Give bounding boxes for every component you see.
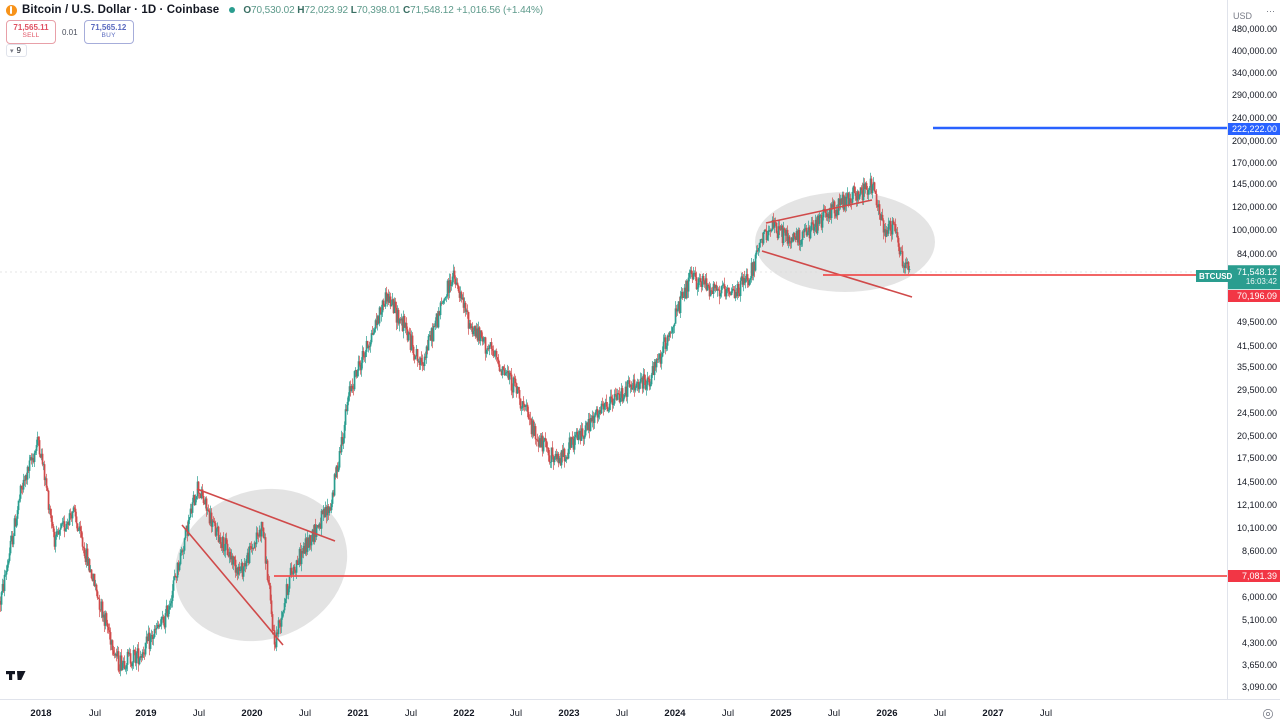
- time-tick-year: 2022: [453, 708, 475, 719]
- tradingview-logo: [6, 671, 26, 680]
- price-tick: 20,500.00: [1236, 431, 1277, 441]
- price-tick: 10,100.00: [1236, 523, 1277, 533]
- right-upper-trendline[interactable]: [765, 199, 873, 224]
- close-value: 71,548.12: [410, 4, 454, 16]
- sell-price: 71,565.11: [13, 23, 49, 33]
- bid-price-badge[interactable]: 70,196.09: [1228, 290, 1280, 302]
- chart-plot-area[interactable]: [0, 0, 1228, 700]
- time-tick-month: Jul: [615, 708, 629, 719]
- price-axis[interactable]: USD ⋯ 480,000.00 400,000.00 340,000.00 290,…: [1227, 0, 1280, 710]
- price-tick: 41,500.00: [1236, 341, 1277, 351]
- buy-button[interactable]: 71,565.12 BUY: [83, 20, 134, 44]
- price-tick: 170,000.00: [1231, 158, 1277, 168]
- chart-canvas: [0, 126, 1228, 680]
- price-tick: 84,000.00: [1236, 249, 1277, 259]
- price-tick: 120,000.00: [1231, 202, 1277, 212]
- time-tick-month: Jul: [192, 708, 206, 719]
- trade-panel: 71,565.11 SELL 0.01 71,565.12 BUY: [6, 20, 134, 44]
- left-lower-trendline[interactable]: [181, 524, 284, 646]
- time-tick-year: 2024: [664, 708, 686, 719]
- price-tick: 340,000.00: [1231, 68, 1277, 78]
- price-tick: 6,000.00: [1241, 592, 1277, 602]
- left-upper-trendline[interactable]: [196, 488, 336, 542]
- low-value: 70,398.01: [356, 4, 401, 16]
- price-tick: 240,000.00: [1231, 113, 1277, 123]
- price-tick: 3,090.00: [1241, 682, 1277, 692]
- time-tick-year: 2021: [347, 708, 369, 719]
- price-tick: 4,300.00: [1241, 638, 1277, 648]
- price-tick: 17,500.00: [1236, 453, 1277, 463]
- bitcoin-icon: [6, 4, 17, 16]
- price-tick: 100,000.00: [1231, 225, 1277, 235]
- price-tick: 145,000.00: [1231, 179, 1277, 189]
- ellipsis-icon[interactable]: ⋯: [1266, 6, 1275, 16]
- change-percent: (+1.44%): [502, 4, 544, 16]
- depth-value: 9: [16, 46, 21, 55]
- quantity-value[interactable]: 0.01: [62, 27, 78, 37]
- last-price-badge[interactable]: 71,548.12 16:03:42: [1228, 265, 1280, 289]
- time-tick-year: 2020: [241, 708, 263, 719]
- time-tick-month: Jul: [509, 708, 523, 719]
- time-tick-year: 2019: [135, 708, 157, 719]
- pattern-ellipse-left[interactable]: [152, 463, 371, 666]
- time-tick-month: Jul: [1039, 708, 1053, 719]
- chart-legend: Bitcoin / U.S. Dollar · 1D · Coinbase O7…: [6, 4, 543, 16]
- price-tick: 29,500.00: [1236, 385, 1277, 395]
- symbol-price-tag: BTCUSD: [1196, 270, 1236, 282]
- time-tick-month: Jul: [721, 708, 735, 719]
- price-tick: 49,500.00: [1236, 317, 1277, 327]
- time-tick-year: 2026: [876, 708, 898, 719]
- price-tick: 400,000.00: [1231, 46, 1277, 56]
- support-price-badge[interactable]: 7,081.39: [1228, 570, 1280, 582]
- time-axis[interactable]: 2018 Jul 2019 Jul 2020 Jul 2021 Jul 2022 Jul 2023 J…: [0, 699, 1280, 724]
- price-tick: 8,600.00: [1241, 546, 1277, 556]
- price-tick: 290,000.00: [1231, 90, 1277, 100]
- chevron-down-icon: ▾: [10, 47, 14, 55]
- time-tick-year: 2027: [982, 708, 1004, 719]
- data-status-dot: [229, 7, 236, 13]
- time-tick-year: 2025: [770, 708, 792, 719]
- price-tick: 480,000.00: [1231, 24, 1277, 34]
- time-tick-month: Jul: [88, 708, 102, 719]
- price-tick: 5,100.00: [1241, 615, 1277, 625]
- price-tick: 12,100.00: [1236, 500, 1277, 510]
- open-label: O: [243, 4, 251, 16]
- price-tick: 200,000.00: [1231, 136, 1277, 146]
- price-tick: 3,650.00: [1241, 660, 1277, 670]
- time-tick-month: Jul: [933, 708, 947, 719]
- high-value: 72,023.92: [304, 4, 348, 16]
- buy-label: BUY: [101, 31, 116, 39]
- candlestick-series: [0, 172, 911, 677]
- price-tick: 35,500.00: [1236, 362, 1277, 372]
- high-label: H: [297, 4, 305, 16]
- low-label: L: [350, 4, 357, 16]
- ohlc-values: O70,530.02 H72,023.92 L70,398.01 C71,548…: [243, 5, 543, 16]
- target-price-badge[interactable]: 222,222.00: [1228, 123, 1280, 135]
- price-axis-unit: USD: [1233, 11, 1253, 21]
- depth-selector[interactable]: ▾ 9: [6, 44, 27, 57]
- time-tick-year: 2018: [30, 708, 52, 719]
- price-tick: 24,500.00: [1236, 408, 1277, 418]
- sell-label: SELL: [22, 31, 40, 39]
- gear-icon[interactable]: [1262, 708, 1274, 720]
- price-tick: 14,500.00: [1236, 477, 1277, 487]
- sell-button[interactable]: 71,565.11 SELL: [6, 20, 56, 44]
- symbol-title[interactable]: Bitcoin / U.S. Dollar · 1D · Coinbase: [22, 4, 220, 16]
- close-label: C: [402, 4, 411, 16]
- pattern-ellipse-right[interactable]: [755, 192, 935, 292]
- right-lower-trendline[interactable]: [761, 250, 913, 298]
- time-tick-year: 2023: [558, 708, 580, 719]
- time-tick-month: Jul: [298, 708, 312, 719]
- time-tick-month: Jul: [827, 708, 841, 719]
- open-value: 70,530.02: [251, 4, 295, 16]
- buy-price: 71,565.12: [90, 23, 127, 33]
- change-value: +1,016.56: [456, 4, 501, 16]
- time-tick-month: Jul: [404, 708, 418, 719]
- drawing-tools-layer[interactable]: [181, 126, 1228, 646]
